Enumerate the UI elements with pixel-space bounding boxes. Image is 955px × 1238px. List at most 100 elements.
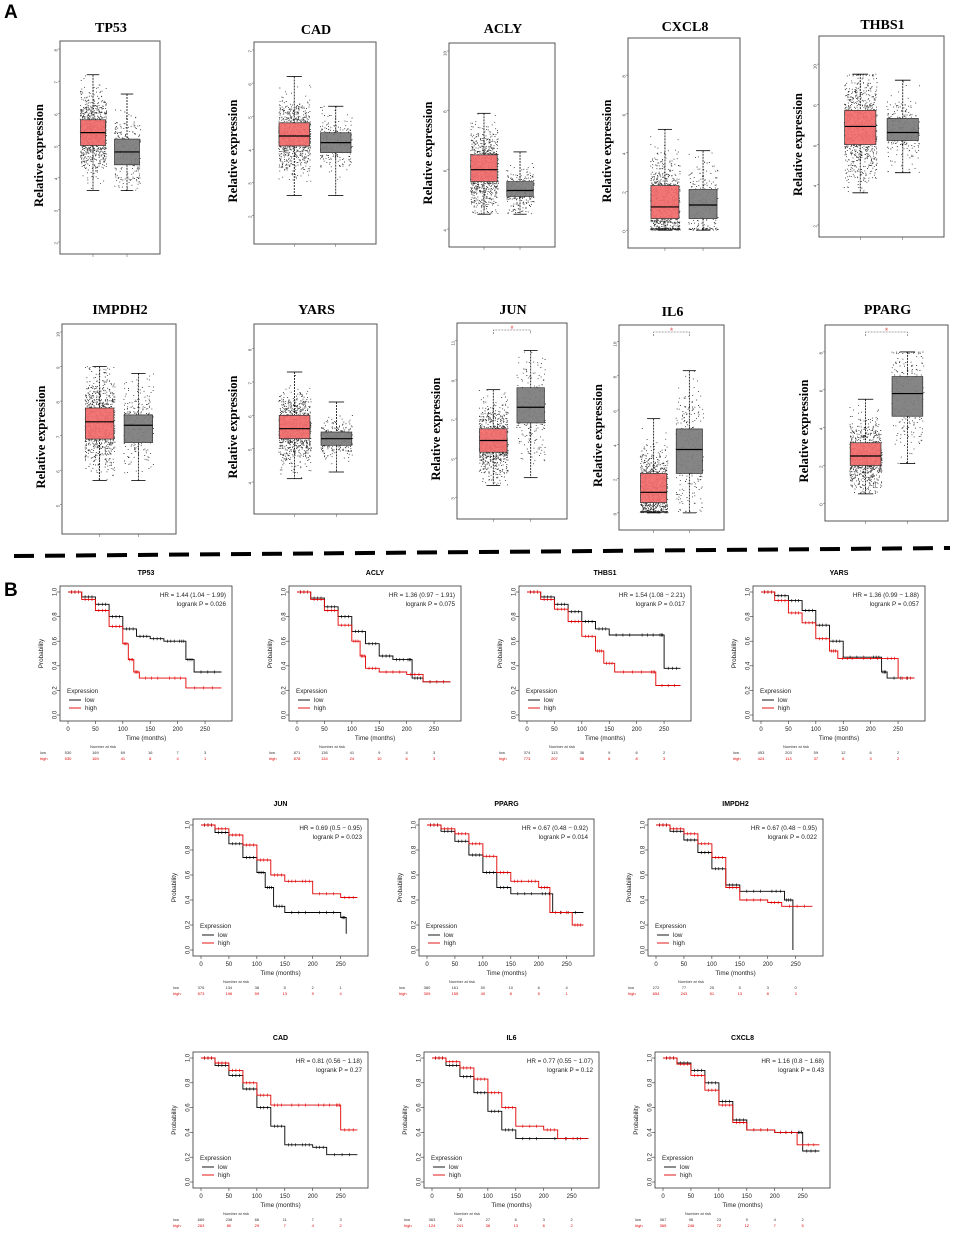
km-hr-text: HR = 1.44 (1.04 − 1.99) (160, 592, 226, 599)
km-risk-high-count: 8 (636, 756, 639, 761)
km-risk-low-count: 16 (148, 750, 153, 755)
km-legend-title: Expression (760, 688, 792, 695)
km-title: THBS1 (594, 570, 617, 577)
km-risk-low-count: 871 (294, 750, 301, 755)
km-risk-high-count: 72 (717, 1223, 722, 1228)
km-risk-low-count: 41 (350, 750, 355, 755)
km-risk-low-count: 7 (177, 750, 180, 755)
km-x-tick-label: 0 (661, 1194, 665, 1200)
km-x-tick-label: 100 (252, 962, 263, 968)
km-legend-high: high (680, 1172, 692, 1179)
km-risk-high-count: 365 (660, 1223, 667, 1228)
km-x-label: Time (months) (491, 1202, 531, 1209)
box-normal (506, 151, 535, 215)
km-y-label: Probability (731, 638, 738, 668)
box-tumor (470, 112, 499, 215)
km-risk-high-count: 3 (795, 991, 798, 996)
box-normal (123, 373, 154, 481)
km-risk-high-count: 56 (580, 756, 585, 761)
km-x-tick-label: 250 (659, 727, 670, 733)
boxplot-frame (448, 42, 556, 248)
boxplot-tp53: TP53 Relative expression 2 3 4 5 6 7 8 (32, 21, 161, 257)
significance-bracket (653, 331, 690, 336)
km-risk-low-count: 11 (283, 1217, 288, 1222)
km-x-tick-label: 150 (838, 727, 849, 733)
km-risk-high-count: 573 (198, 991, 205, 996)
km-risk-high-count: 9 (312, 991, 315, 996)
km-risk-low-count: 36 (580, 750, 585, 755)
box-tumor (849, 398, 883, 495)
km-risk-low-count: 69 (121, 750, 126, 755)
km-y-tick-label: 0.6 (512, 636, 518, 645)
box-tumor (650, 128, 681, 231)
km-hr-text: HR = 1.36 (0.97 − 1.91) (389, 592, 455, 599)
km-legend-low: low (218, 932, 228, 939)
km-y-tick-label: 0.0 (746, 710, 752, 719)
box-iqr-normal (123, 414, 153, 443)
km-risk-low-count: 38 (255, 985, 260, 990)
km-legend-low: low (85, 697, 95, 704)
km-risk-high-label: high (40, 756, 48, 761)
km-risk-high-count: 13 (738, 991, 743, 996)
km-risk-low-label: low (173, 985, 179, 990)
km-y-tick-label: 1.0 (186, 820, 192, 829)
boxplot-y-tick-label: 6 (56, 470, 61, 473)
km-x-tick-label: 50 (226, 1194, 233, 1200)
km-risk-high-count: 13 (283, 991, 288, 996)
km-plot-cad: CAD 0.0 0.2 0.4 0.6 0.8 1.0 Probability 0 50 100 15… (171, 1035, 369, 1228)
km-hr-text: HR = 0.77 (0.55 − 1.07) (527, 1058, 593, 1065)
boxplot-y-tick-label: 4 (819, 427, 824, 430)
km-risk-high-count: 24 (350, 756, 355, 761)
km-risk-low-count: 50 (481, 985, 486, 990)
km-hr-text: HR = 1.36 (0.99 − 1.88) (853, 592, 919, 599)
km-y-tick-label: 0.4 (186, 895, 192, 904)
km-x-label: Time (months) (715, 970, 755, 977)
km-risk-high-count: 51 (710, 991, 715, 996)
km-hr-text: HR = 1.54 (1.08 − 2.21) (619, 592, 685, 599)
km-x-label: Time (months) (722, 1202, 762, 1209)
boxplot-title: YARS (298, 303, 335, 318)
km-risk-low-count: 1 (340, 985, 343, 990)
box-normal (114, 93, 141, 191)
km-plot-cxcl8: CXCL8 0.0 0.2 0.4 0.6 0.8 1.0 Probability 0 50 100… (633, 1035, 831, 1228)
km-risk-low-count: 530 (65, 750, 72, 755)
box-iqr-normal (506, 181, 534, 197)
km-censor-high (435, 1056, 581, 1141)
km-risk-high-count: 80 (227, 1223, 232, 1228)
boxplot-y-tick-label: 8 (443, 110, 448, 113)
boxplot-y-tick-label: 2 (54, 242, 59, 245)
boxplot-title: TP53 (95, 21, 127, 36)
km-risk-low-count: 6 (636, 750, 639, 755)
km-y-label: Probability (397, 872, 404, 902)
km-risk-high-count: 3 (663, 756, 666, 761)
km-y-tick-label: 1.0 (417, 1053, 423, 1062)
km-title: CXCL8 (731, 1035, 754, 1042)
km-risk-low-count: 78 (458, 1217, 463, 1222)
km-risk-low-count: 376 (198, 985, 205, 990)
km-risk-title: Number at risk (783, 744, 809, 749)
km-y-tick-label: 0.4 (641, 895, 647, 904)
km-y-tick-label: 0.8 (648, 1078, 654, 1087)
km-title: IL6 (506, 1035, 516, 1042)
km-x-tick-label: 250 (567, 1194, 578, 1200)
km-x-tick-label: 100 (483, 1194, 494, 1200)
km-risk-low-count: 3 (340, 1217, 343, 1222)
km-hr-text: HR = 0.81 (0.56 − 1.18) (296, 1058, 362, 1065)
km-censor-high (300, 590, 444, 684)
boxplot-title: THBS1 (860, 18, 904, 33)
box-iqr-normal (675, 428, 703, 474)
km-p-text: logrank P = 0.014 (539, 834, 589, 841)
km-risk-high-count: 8 (767, 991, 770, 996)
km-frame (288, 585, 462, 722)
box-iqr-normal (891, 376, 924, 417)
km-legend-title: Expression (296, 688, 328, 695)
km-risk-high-count: 10 (377, 756, 382, 761)
km-risk-low-label: low (635, 1217, 641, 1222)
boxplot-y-tick-label: 5 (248, 448, 253, 451)
km-x-tick-label: 0 (525, 727, 529, 733)
km-legend-high: high (673, 940, 685, 947)
km-hr-text: HR = 0.69 (0.5 − 0.95) (299, 825, 362, 832)
km-y-tick-label: 0.2 (512, 686, 518, 695)
km-x-tick-label: 0 (425, 962, 429, 968)
km-risk-high-label: high (404, 1223, 412, 1228)
